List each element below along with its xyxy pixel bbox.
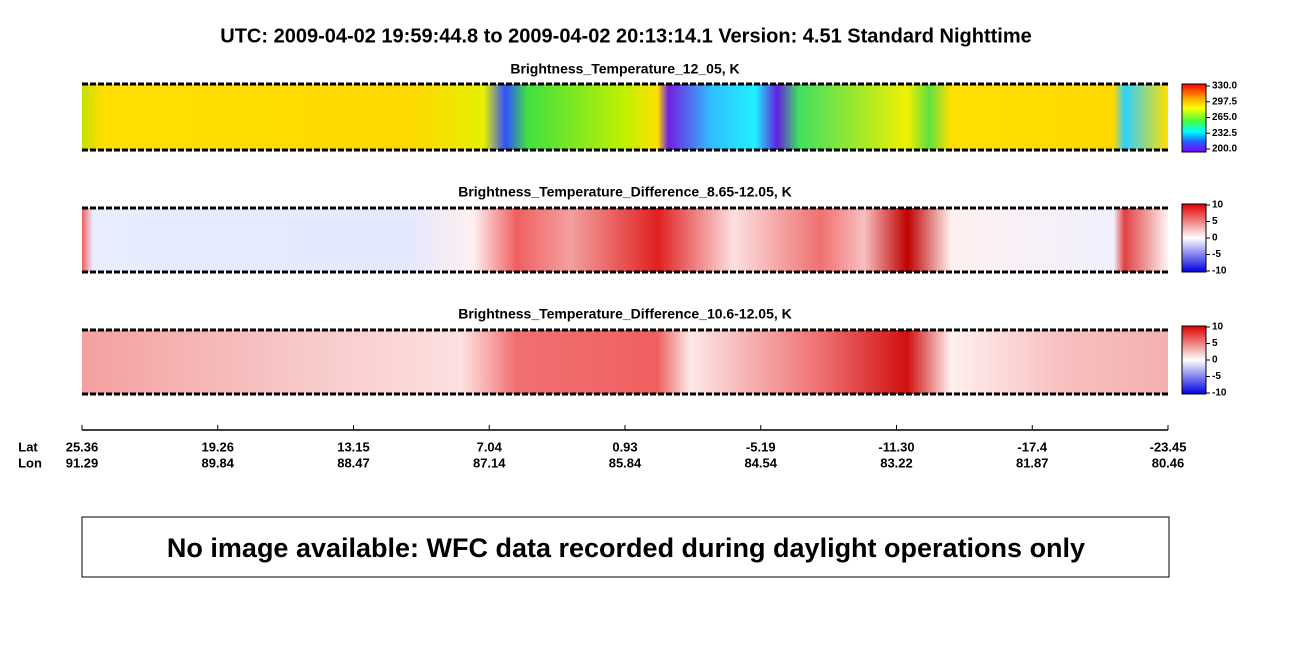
lon-tick-label: 87.14 [473,455,506,470]
panel-title: Brightness_Temperature_Difference_8.65-1… [458,184,792,200]
lat-tick-label: 7.04 [477,439,503,454]
colorbar-label: 0 [1212,233,1218,244]
lat-tick-label: -5.19 [746,439,776,454]
colorbar-label: 330.0 [1212,81,1237,92]
colorbar-label: 10 [1212,200,1224,211]
lon-tick-label: 89.84 [201,455,234,470]
notice: No image available: WFC data recorded du… [167,533,1085,563]
panel-title: Brightness_Temperature_Difference_10.6-1… [458,306,792,322]
colorbar [1181,83,1207,153]
lat-tick-label: -17.4 [1017,439,1047,454]
notice-box [81,516,1170,578]
title: UTC: 2009-04-02 19:59:44.8 to 2009-04-02… [220,25,1031,47]
colorbar-label: 265.0 [1212,112,1237,123]
colorbar-label: 232.5 [1212,128,1237,139]
colorbar-label: -5 [1212,371,1221,382]
strip-image [82,84,1168,150]
colorbar-label: -10 [1212,388,1227,399]
lon-tick-label: 84.54 [744,455,777,470]
lon-tick-label: 80.46 [1152,455,1185,470]
lon-tick-label: 83.22 [880,455,913,470]
lon-tick-label: 88.47 [337,455,370,470]
colorbar-label: 200.0 [1212,144,1237,155]
lon-tick-label: 91.29 [66,455,99,470]
colorbar-label: 297.5 [1212,96,1237,107]
strip-image [82,208,1168,272]
lon-tick-label: 81.87 [1016,455,1049,470]
lat-label: Lat [18,439,38,454]
colorbar-label: 5 [1212,338,1218,349]
colorbar [1181,325,1207,395]
lon-tick-label: 85.84 [609,455,642,470]
colorbar [1181,203,1207,273]
lat-tick-label: 25.36 [66,439,99,454]
colorbar-label: 5 [1212,216,1218,227]
colorbar-label: 0 [1212,355,1218,366]
colorbar-label: -5 [1212,249,1221,260]
lat-tick-label: -23.45 [1150,439,1187,454]
colorbar-label: 10 [1212,322,1224,333]
strips [82,82,1207,396]
lon-label: Lon [18,455,42,470]
lat-tick-label: 13.15 [337,439,370,454]
panel-title: Brightness_Temperature_12_05, K [510,61,739,77]
lat-tick-label: -11.30 [878,439,914,454]
strip-image [82,330,1168,394]
lat-tick-label: 0.93 [612,439,637,454]
colorbar-label: -10 [1212,266,1227,277]
lat-tick-label: 19.26 [201,439,234,454]
